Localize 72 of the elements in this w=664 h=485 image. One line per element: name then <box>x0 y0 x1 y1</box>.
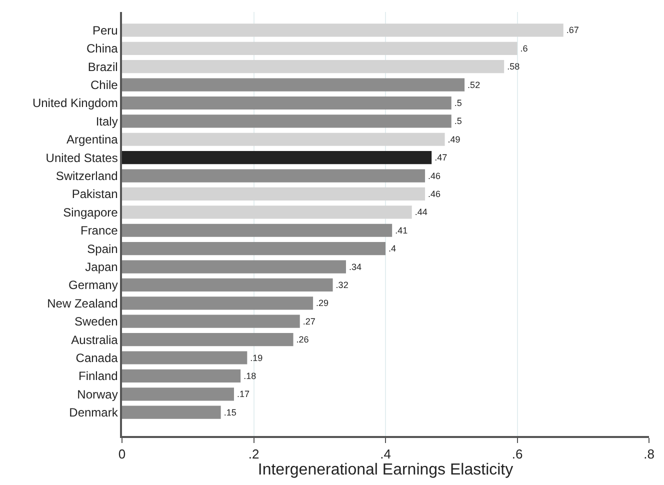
bar <box>122 78 465 92</box>
x-tick-label: .2 <box>248 446 260 462</box>
data-label: .41 <box>395 225 408 236</box>
data-label: .49 <box>448 134 460 144</box>
x-tick-label: .6 <box>512 446 523 462</box>
x-tick-label: .4 <box>380 446 391 462</box>
data-label: .26 <box>296 334 309 345</box>
y-tick-label: United Kingdom <box>32 96 118 110</box>
y-tick-label: Finland <box>78 369 118 384</box>
bar <box>122 151 432 164</box>
y-tick-label: Italy <box>96 114 118 128</box>
data-label: .52 <box>468 80 480 90</box>
y-tick-label: Brazil <box>88 60 118 74</box>
bar <box>122 206 412 219</box>
data-label: .15 <box>224 407 236 418</box>
data-label: .5 <box>454 116 462 126</box>
data-label: .27 <box>302 316 316 326</box>
bar <box>122 314 300 328</box>
data-label: .44 <box>414 207 428 218</box>
bar <box>122 333 294 346</box>
data-label: .5 <box>454 98 462 108</box>
bar <box>122 187 426 201</box>
bar <box>122 369 241 382</box>
bar <box>122 296 314 310</box>
bar <box>122 278 333 292</box>
bar <box>122 260 346 274</box>
x-tick-label: 0 <box>118 446 126 462</box>
data-label: .6 <box>520 43 528 54</box>
data-label: .47 <box>434 152 448 163</box>
y-tick-label: France <box>80 224 118 238</box>
bar <box>122 169 426 182</box>
y-tick-label: Spain <box>87 242 118 256</box>
bar <box>122 114 452 128</box>
data-label: .19 <box>250 352 263 363</box>
y-tick-label: Argentina <box>66 132 118 147</box>
data-label: .46 <box>428 188 441 199</box>
y-tick-label: Canada <box>76 350 118 365</box>
y-tick-label: Germany <box>68 278 118 292</box>
data-label: .67 <box>566 25 579 36</box>
bar <box>122 224 392 237</box>
x-axis-title: Intergenerational Earnings Elasticity <box>258 461 514 478</box>
x-tick-label: .8 <box>644 446 654 462</box>
data-label: .58 <box>507 62 520 72</box>
data-label: .32 <box>336 280 348 290</box>
y-tick-label: Peru <box>92 23 118 38</box>
bar <box>122 242 386 256</box>
data-label: .29 <box>316 298 329 308</box>
data-label: .17 <box>236 389 250 400</box>
y-tick-label: Australia <box>71 332 118 347</box>
bar <box>122 388 234 401</box>
bar <box>122 60 504 74</box>
y-tick-label: Switzerland <box>56 168 118 183</box>
data-label: .34 <box>348 262 362 272</box>
y-tick-label: Japan <box>85 260 118 274</box>
bar <box>122 406 221 419</box>
bar <box>122 132 445 146</box>
y-tick-label: Chile <box>90 78 118 92</box>
bar <box>122 42 518 55</box>
y-tick-label: United States <box>46 150 118 165</box>
data-label: .46 <box>428 170 441 181</box>
bar <box>122 96 452 110</box>
y-tick-label: New Zealand <box>47 296 118 310</box>
y-tick-label: Denmark <box>69 406 119 420</box>
y-tick-label: Norway <box>77 387 118 402</box>
y-tick-label: Pakistan <box>72 187 118 202</box>
data-label: .18 <box>244 370 256 381</box>
bar <box>122 351 248 364</box>
bar <box>122 24 564 37</box>
data-label: .4 <box>388 244 396 254</box>
y-tick-label: Singapore <box>63 205 118 220</box>
y-tick-label: China <box>86 42 118 56</box>
y-tick-label: Sweden <box>74 314 118 329</box>
